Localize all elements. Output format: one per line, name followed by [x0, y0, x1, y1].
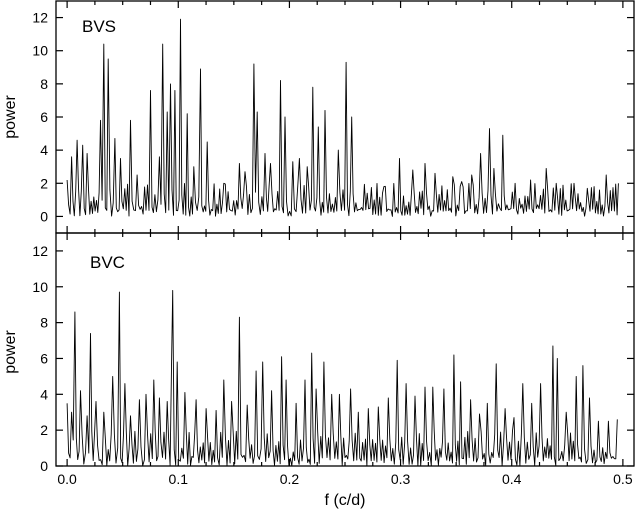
- x-axis-label: f (c/d): [325, 492, 366, 509]
- bvs-ytick-label: 6: [40, 109, 48, 125]
- panel-label-bvs: BVS: [82, 17, 116, 36]
- bvc-ytick-label: 10: [32, 279, 48, 295]
- bvc-ytick-label: 2: [40, 422, 48, 438]
- bvc-ytick-label: 6: [40, 350, 48, 366]
- panel-bvs-y-axis: 0 2 4 6 8 10 12: [32, 10, 634, 224]
- bvs-ytick-label: 2: [40, 175, 48, 191]
- panel-label-bvc: BVC: [90, 253, 125, 272]
- bvc-ytick-label: 4: [40, 386, 48, 402]
- xtick-label: 0.5: [613, 471, 633, 487]
- xtick-label: 0.1: [169, 471, 189, 487]
- bvs-power-series: [66, 18, 619, 217]
- bvs-ytick-label: 4: [40, 142, 48, 158]
- panel-bvc: 0 2 4 6 8 10 12 0.0 0.1 0.2 0.3 0.4 0.5 BVC power: [2, 232, 635, 487]
- bvc-ytick-label: 0: [40, 458, 48, 474]
- panel-bvc-frame: [55, 232, 635, 467]
- bvs-ytick-label: 12: [32, 10, 48, 26]
- xtick-label: 0.4: [502, 471, 522, 487]
- xtick-label: 0.3: [391, 471, 411, 487]
- bvc-ytick-label: 8: [40, 315, 48, 331]
- y-axis-label-top: power: [2, 95, 19, 139]
- xtick-label: 0.0: [57, 471, 77, 487]
- panel-bvs-x-ticks: [66, 1, 624, 233]
- bvc-ytick-label: 12: [32, 243, 48, 259]
- bvc-power-series: [66, 289, 618, 467]
- panel-bvc-x-axis: 0.0 0.1 0.2 0.3 0.4 0.5: [57, 233, 633, 487]
- bvs-ytick-label: 8: [40, 76, 48, 92]
- panel-bvs: 0 2 4 6 8 10 12 BVS power: [2, 0, 635, 234]
- xtick-label: 0.2: [280, 471, 300, 487]
- bvs-ytick-label: 10: [32, 43, 48, 59]
- y-axis-label-bottom: power: [2, 330, 19, 374]
- panel-bvc-y-axis: 0 2 4 6 8 10 12: [32, 243, 634, 474]
- bvs-ytick-label: 0: [40, 208, 48, 224]
